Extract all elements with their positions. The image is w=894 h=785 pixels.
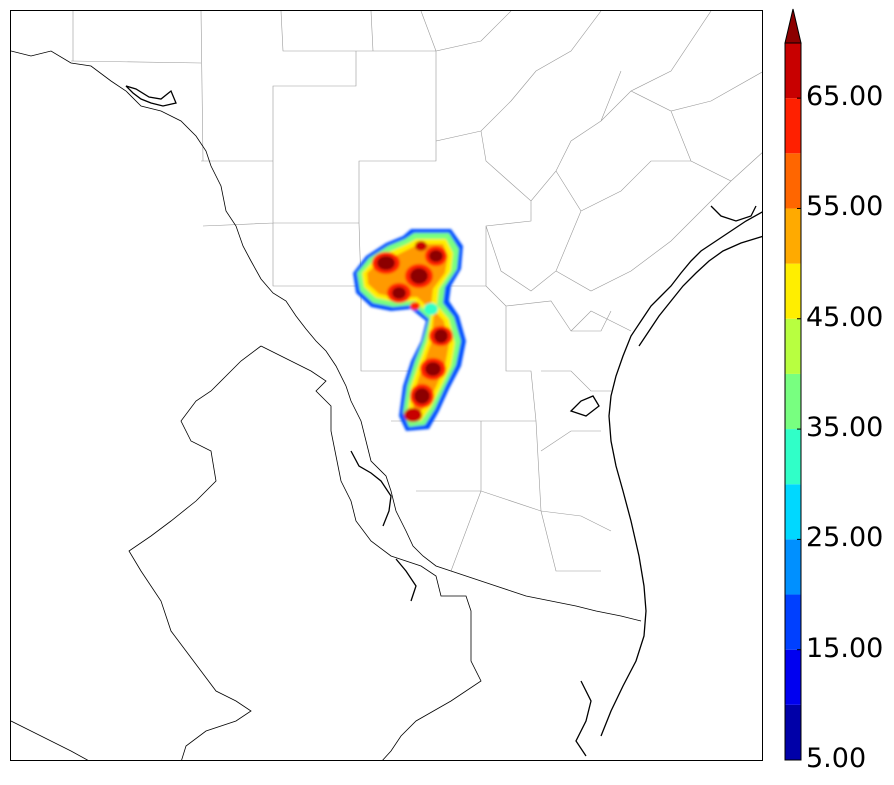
colorbar-frame: [784, 42, 802, 761]
colorbar-bin: [785, 484, 801, 540]
map-panel: [10, 10, 763, 761]
colorbar-tick-label: 45.00: [806, 301, 884, 333]
map-canvas: [11, 11, 762, 760]
colorbar-tick-label: 25.00: [806, 522, 884, 554]
colorbar-bin: [785, 263, 801, 319]
storm-cell: [353, 229, 466, 431]
colorbar-bin: [785, 649, 801, 705]
colorbar-tick-label: 5.00: [806, 743, 867, 774]
colorbar-bin: [785, 208, 801, 264]
colorbar-extension-arrow: [784, 8, 802, 44]
colorbar-tick-label: 55.00: [806, 191, 884, 223]
border-lines: [11, 50, 642, 760]
colorbar-bin: [785, 98, 801, 154]
colorbar-bin: [785, 153, 801, 209]
colorbar-tick-label: 65.00: [806, 81, 884, 113]
colorbar-tick-label: 15.00: [806, 632, 884, 664]
colorbar-bin: [785, 318, 801, 374]
colorbar-bin: [785, 539, 801, 595]
colorbar-tick-label: 35.00: [806, 412, 884, 444]
storm-cores: [372, 241, 453, 422]
colorbar-bin: [785, 704, 801, 760]
colorbar-bin: [785, 429, 801, 485]
colorbar-bin: [785, 43, 801, 99]
colorbar-bin: [785, 594, 801, 650]
colorbar-bin: [785, 373, 801, 430]
colorbar: [784, 8, 802, 761]
coastline: [125, 85, 762, 757]
